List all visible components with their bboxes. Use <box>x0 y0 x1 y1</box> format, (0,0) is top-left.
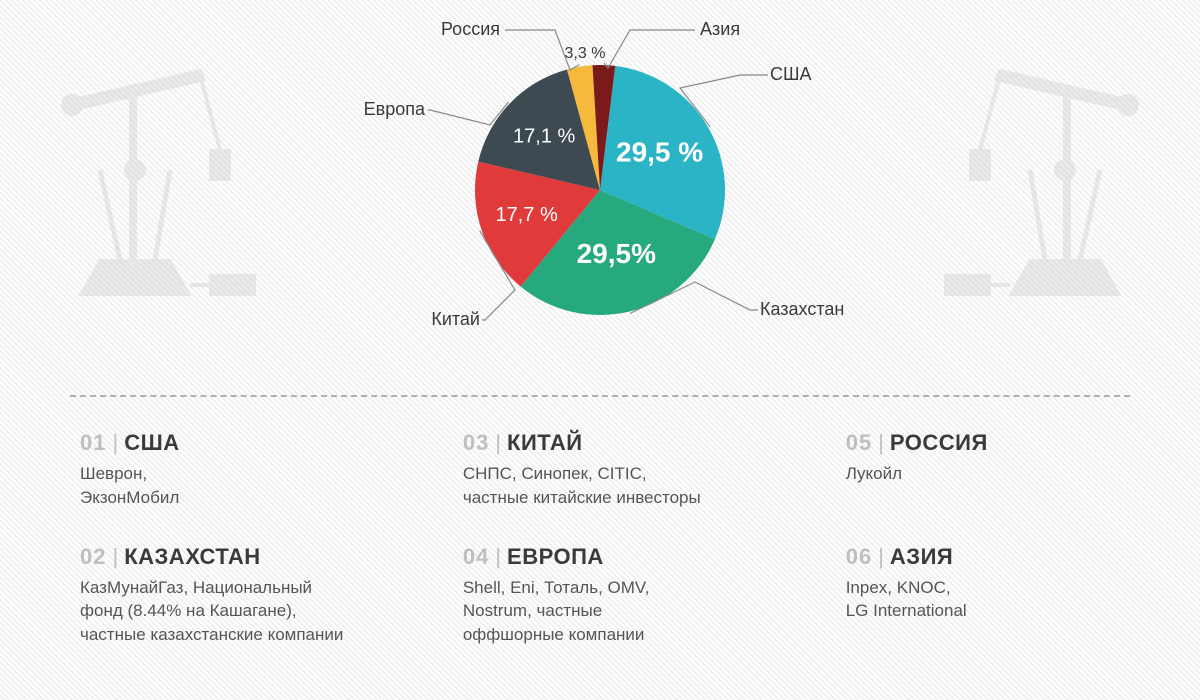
legend-description: Inpex, KNOC,LG International <box>846 576 1120 624</box>
legend-item: 02|КАЗАХСТАН КазМунайГаз, Национальныйфон… <box>80 544 423 647</box>
legend-title: РОССИЯ <box>890 430 988 455</box>
legend-heading: 03|КИТАЙ <box>463 430 806 456</box>
oil-pump-left-icon <box>60 60 260 300</box>
legend-number: 04 <box>463 544 489 569</box>
legend-item: 01|США Шеврон,ЭкзонМобил <box>80 430 423 510</box>
pump-svg <box>60 60 260 300</box>
slice-percent-outside: 3,3 % <box>565 45 606 62</box>
legend-separator: | <box>112 544 118 569</box>
legend-heading: 02|КАЗАХСТАН <box>80 544 423 570</box>
legend-separator: | <box>112 430 118 455</box>
slice-percent: 17,1 % <box>513 125 575 147</box>
legend-description: СНПС, Синопек, CITIC,частные китайские и… <box>463 462 806 510</box>
legend-description: КазМунайГаз, Национальныйфонд (8.44% на … <box>80 576 423 647</box>
legend-title: КИТАЙ <box>507 430 583 455</box>
legend-item: 04|ЕВРОПА Shell, Eni, Тоталь, OMV,Nostrum… <box>463 544 806 647</box>
legend-number: 02 <box>80 544 106 569</box>
legend-description: Shell, Eni, Тоталь, OMV,Nostrum, частные… <box>463 576 806 647</box>
legend-heading: 06|АЗИЯ <box>846 544 1120 570</box>
legend-number: 06 <box>846 544 872 569</box>
legend-title: США <box>124 430 179 455</box>
legend-item: 03|КИТАЙ СНПС, Синопек, CITIC,частные кит… <box>463 430 806 510</box>
slice-label: Россия <box>441 19 500 39</box>
slice-label: Европа <box>364 99 426 119</box>
legend-item: 05|РОССИЯ Лукойл <box>846 430 1120 510</box>
legend-separator: | <box>495 544 501 569</box>
legend-heading: 05|РОССИЯ <box>846 430 1120 456</box>
legend-heading: 01|США <box>80 430 423 456</box>
legend-grid: 01|СШАШеврон,ЭкзонМобил03|КИТАЙСНПС, Син… <box>80 430 1120 647</box>
slice-label: Казахстан <box>760 299 844 319</box>
slice-label: США <box>770 64 812 84</box>
legend-title: АЗИЯ <box>890 544 953 569</box>
legend-separator: | <box>878 544 884 569</box>
section-divider <box>70 395 1130 397</box>
oil-pump-right-icon <box>940 60 1140 300</box>
slice-label: Азия <box>700 19 740 39</box>
legend-separator: | <box>878 430 884 455</box>
legend-separator: | <box>495 430 501 455</box>
legend-number: 03 <box>463 430 489 455</box>
pump-svg <box>940 60 1140 300</box>
leader-line <box>604 30 695 68</box>
legend-number: 05 <box>846 430 872 455</box>
legend-heading: 04|ЕВРОПА <box>463 544 806 570</box>
slice-percent: 29,5% <box>577 238 656 269</box>
slice-percent: 29,5 % <box>616 137 703 168</box>
top-section: 29,5 % США 29,5% Казахстан 17,7 % Китай 17,1 %… <box>0 0 1200 360</box>
legend-number: 01 <box>80 430 106 455</box>
legend-description: Шеврон,ЭкзонМобил <box>80 462 423 510</box>
legend-title: ЕВРОПА <box>507 544 604 569</box>
legend-title: КАЗАХСТАН <box>124 544 261 569</box>
pie-chart: 29,5 % США 29,5% Казахстан 17,7 % Китай 17,1 %… <box>350 10 850 350</box>
slice-label: Китай <box>431 309 480 329</box>
legend-description: Лукойл <box>846 462 1120 486</box>
slice-percent: 17,7 % <box>495 204 557 226</box>
legend-item: 06|АЗИЯ Inpex, KNOC,LG International <box>846 544 1120 647</box>
